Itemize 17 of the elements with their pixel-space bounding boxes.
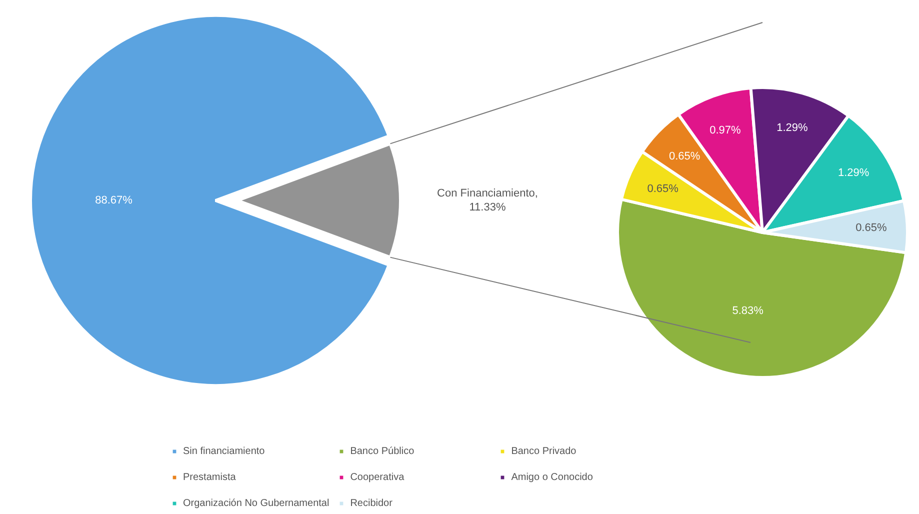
legend-label: Prestamista bbox=[183, 470, 237, 484]
data-label: 0.65% bbox=[647, 183, 679, 196]
data-label: 1.29% bbox=[776, 122, 808, 134]
data-label: 88.67% bbox=[95, 194, 133, 206]
legend-label: Sin financiamiento bbox=[183, 444, 266, 458]
data-label: 0.97% bbox=[710, 124, 742, 136]
data-label: 1.29% bbox=[838, 167, 870, 180]
data-label: 0.65% bbox=[856, 222, 887, 234]
data-label: 0.65% bbox=[668, 150, 700, 163]
legend-label: Organización No Gubernamental bbox=[183, 496, 330, 510]
legend-label: Banco Privado bbox=[511, 444, 578, 458]
legend-label: Banco Público bbox=[350, 444, 416, 458]
legend-label: Recibidor bbox=[350, 496, 394, 510]
legend-label: Cooperativa bbox=[350, 470, 406, 484]
legend-label: Amigo o Conocido bbox=[511, 470, 594, 484]
data-label: 5.83% bbox=[732, 304, 764, 317]
data-label: Con Financiamiento, 11.33% bbox=[437, 187, 538, 214]
